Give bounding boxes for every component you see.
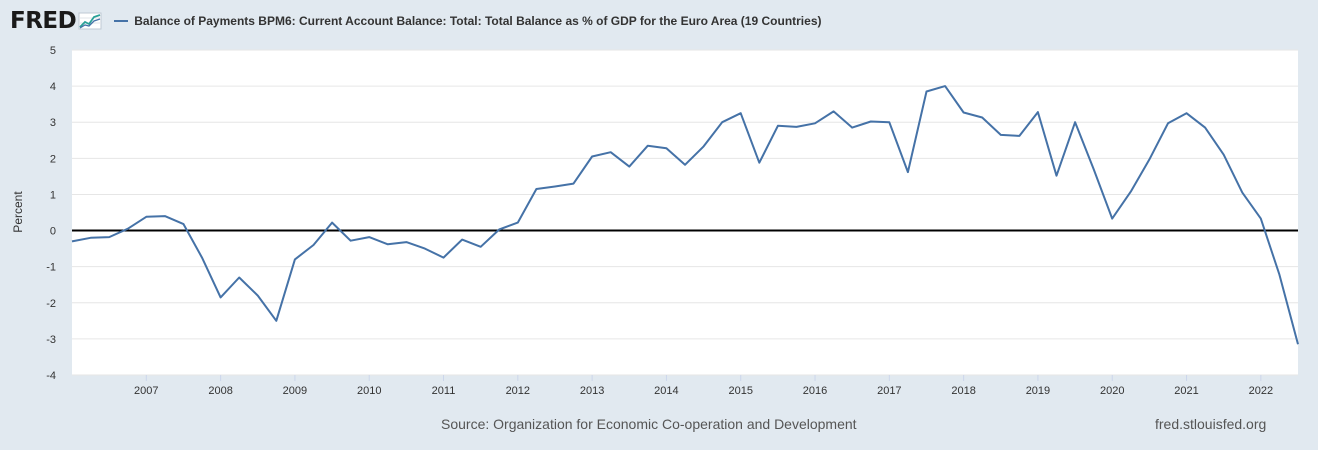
x-tick-label: 2007: [134, 385, 158, 397]
y-axis-label: Percent: [11, 191, 25, 233]
x-tick-label: 2018: [951, 385, 975, 397]
x-tick-label: 2012: [506, 385, 530, 397]
x-tick-label: 2010: [357, 385, 381, 397]
y-tick-label: 3: [50, 117, 56, 129]
series-line[interactable]: [71, 85, 1299, 345]
y-tick-label: 0: [50, 226, 56, 238]
y-axis-ticks: 5 4 3 2 1 0 -1 -2 -3 -4: [46, 45, 56, 382]
y-tick-label: 1: [50, 189, 56, 201]
legend-label: Balance of Payments BPM6: Current Accoun…: [134, 14, 822, 28]
y-tick-label: -4: [46, 370, 56, 382]
x-tick-label: 2008: [208, 385, 232, 397]
x-tick-label: 2019: [1026, 385, 1050, 397]
y-tick-label: 4: [50, 81, 56, 93]
x-tick-label: 2013: [580, 385, 604, 397]
y-tick-label: -1: [46, 262, 56, 274]
plot-area: [72, 50, 1298, 375]
x-tick-label: 2011: [432, 385, 456, 397]
fred-url[interactable]: fred.stlouisfed.org: [1155, 416, 1267, 432]
x-tick-label: 2009: [283, 385, 307, 397]
y-tick-label: 2: [50, 153, 56, 165]
y-tick-label: -3: [46, 334, 56, 346]
y-tick-label: 5: [50, 45, 56, 57]
legend-swatch: [114, 20, 129, 22]
x-tick-label: 2020: [1100, 385, 1124, 397]
legend[interactable]: Balance of Payments BPM6: Current Accoun…: [114, 14, 822, 28]
fred-logo[interactable]: FRED: [10, 7, 102, 34]
x-tick-label: 2021: [1174, 385, 1198, 397]
x-tick-label: 2015: [728, 385, 752, 397]
source-note: Source: Organization for Economic Co-ope…: [441, 416, 857, 432]
trend-chart-icon: [78, 12, 102, 30]
chart-header: FRED Balance of Payments BPM6: Current A…: [10, 6, 822, 36]
x-tick-label: 2017: [877, 385, 901, 397]
logo-text: FRED: [10, 7, 77, 34]
x-tick-label: 2014: [654, 385, 678, 397]
y-tick-label: -2: [46, 298, 56, 310]
x-tick-label: 2022: [1249, 385, 1273, 397]
x-axis-ticks: 2007 2008 2009 2010 2011 2012 2013 2014 2015 2016…: [134, 375, 1273, 397]
x-tick-label: 2016: [803, 385, 827, 397]
